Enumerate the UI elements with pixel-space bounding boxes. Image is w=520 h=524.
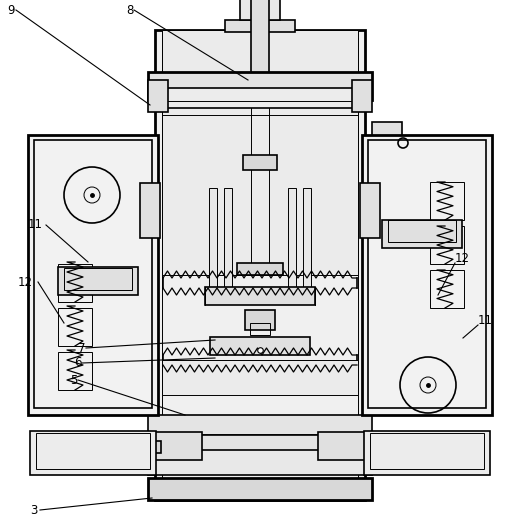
Text: 3: 3 [30,504,37,517]
Bar [360,183,380,238]
Bar [250,323,270,335]
Bar [370,433,484,469]
Bar [288,188,296,288]
Bar [388,220,456,242]
Text: 11: 11 [478,313,493,326]
Bar [148,478,372,500]
Text: 12: 12 [455,252,470,265]
Bar [382,220,462,248]
Text: 8: 8 [126,4,133,16]
Bar [30,431,156,475]
Bar [162,30,358,275]
Bar [364,431,490,475]
Bar [430,182,464,220]
Text: 7: 7 [78,342,85,355]
Bar [205,361,315,375]
Bar [58,352,92,390]
Text: 12: 12 [18,276,33,289]
Bar [148,435,372,455]
Bar [240,0,280,20]
Bar [148,80,168,112]
Bar [58,264,92,302]
Text: 9: 9 [7,4,15,16]
Bar [155,30,365,500]
Bar [362,135,492,415]
Bar [136,449,148,457]
Bar [36,433,150,469]
Bar [58,267,138,295]
Bar [210,337,310,355]
Bar [34,140,152,408]
Bar [430,270,464,308]
Bar [148,415,372,435]
Bar [352,80,372,112]
Bar [28,135,158,415]
Bar [152,432,202,460]
Bar [143,441,161,453]
Bar [318,432,368,460]
Bar [155,88,365,108]
Bar [209,188,217,288]
Bar [303,188,311,288]
Bar [162,38,358,492]
Bar [372,122,402,140]
Bar [64,268,132,290]
Bar [237,263,283,275]
Bar [58,308,92,346]
Bar [162,360,358,395]
Bar [224,188,232,288]
Text: 6: 6 [74,356,82,369]
Bar [245,310,275,330]
Bar [162,101,358,115]
Bar [148,72,372,100]
Bar [205,287,315,305]
Bar [148,450,372,475]
Bar [400,138,414,148]
Bar [225,20,295,32]
Bar [140,183,160,238]
Bar [243,155,277,170]
Bar [430,226,464,264]
Text: 11: 11 [28,219,43,232]
Bar [368,140,486,408]
Bar [251,0,269,100]
Text: 5: 5 [70,374,77,387]
